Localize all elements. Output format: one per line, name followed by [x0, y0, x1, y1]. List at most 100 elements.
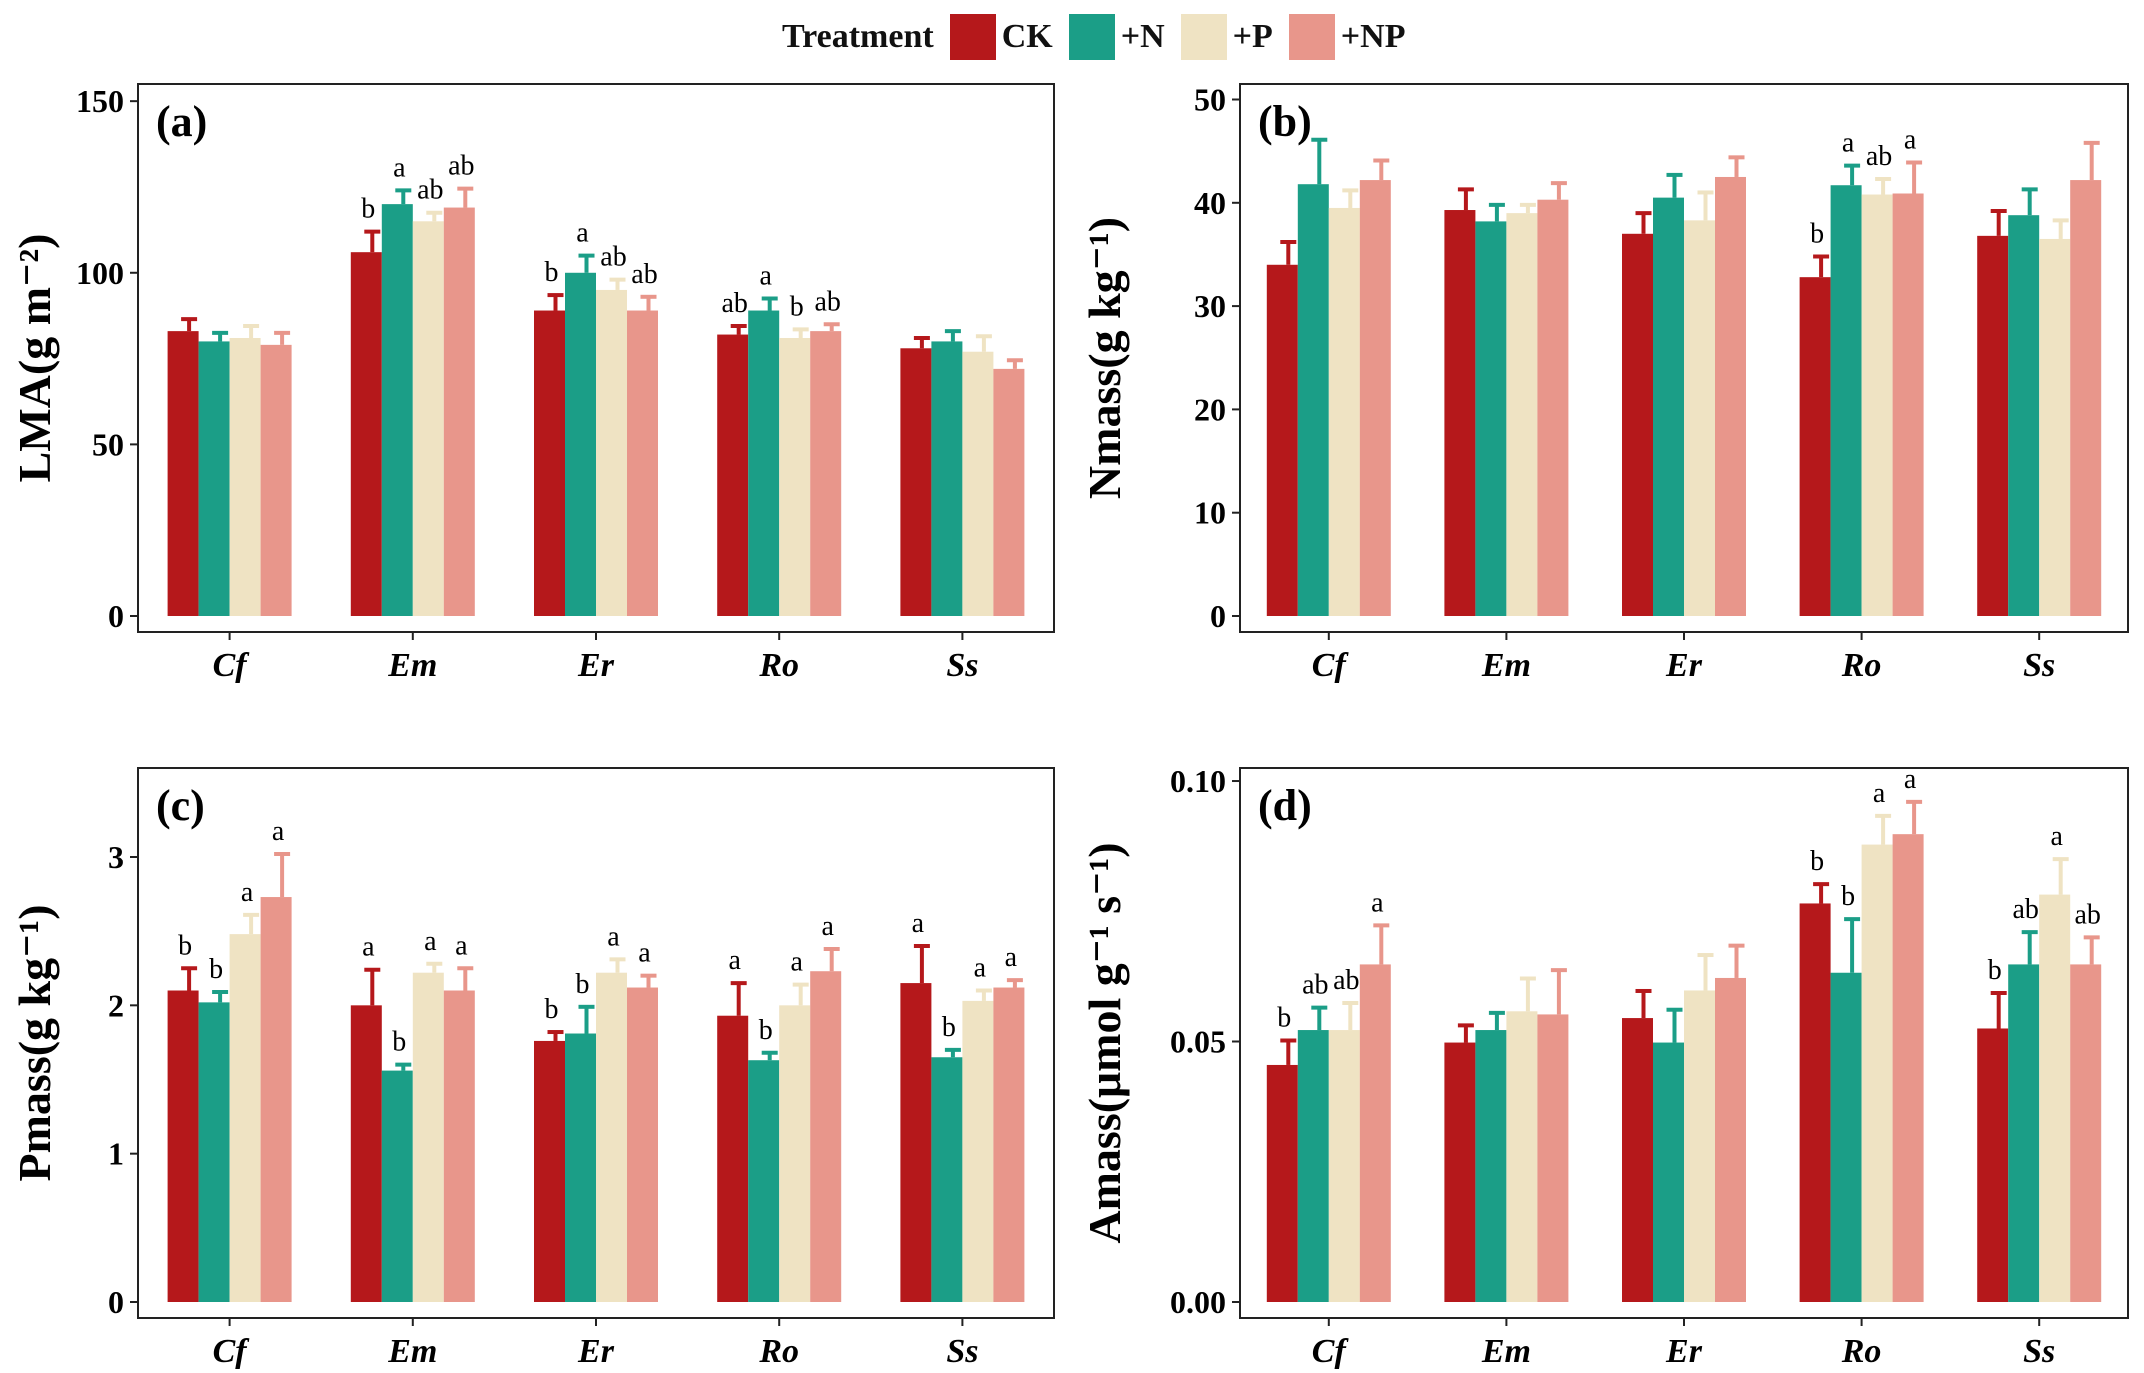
significance-letter: a: [607, 921, 620, 952]
bar: [1444, 1042, 1476, 1302]
significance-letter: b: [790, 291, 804, 322]
panel-label: (d): [1258, 781, 1312, 830]
x-tick-label: Em: [387, 1333, 437, 1370]
bar: [198, 341, 230, 616]
x-tick-label: Ro: [758, 647, 799, 684]
significance-letter: b: [545, 994, 559, 1025]
significance-letter: a: [1005, 942, 1018, 973]
significance-letter: ab: [2074, 899, 2100, 930]
bar: [534, 310, 565, 616]
legend-label-np: +NP: [1340, 18, 1406, 55]
bar: [596, 972, 627, 1302]
legend-swatch-p: [1180, 14, 1227, 60]
bar: [1799, 277, 1831, 616]
significance-letter: ab: [631, 259, 657, 290]
bar: [229, 934, 261, 1302]
significance-letter: b: [178, 930, 192, 961]
legend-item-ck: CK: [949, 14, 1053, 60]
bar: [993, 987, 1025, 1302]
bar: [1715, 176, 1746, 616]
significance-letter: ab: [448, 151, 474, 182]
legend-item-np: +NP: [1288, 14, 1406, 60]
bar: [1977, 235, 2009, 617]
bar: [412, 221, 444, 616]
bar: [748, 1060, 780, 1302]
x-tick-label: Em: [1481, 647, 1531, 684]
y-tick-label: 3: [108, 839, 124, 875]
bar: [993, 368, 1025, 616]
legend-item-n: +N: [1068, 14, 1165, 60]
bar: [900, 348, 932, 616]
y-tick-label: 30: [1194, 288, 1226, 324]
y-tick-label: 50: [92, 426, 124, 462]
significance-letter: a: [241, 877, 254, 908]
bar: [167, 990, 199, 1302]
bar: [1297, 1030, 1329, 1302]
bar: [596, 289, 627, 616]
panel-label: (c): [156, 781, 205, 830]
significance-letter: a: [362, 932, 375, 963]
y-tick-label: 150: [76, 83, 124, 119]
bar: [443, 207, 475, 617]
x-tick-label: Er: [577, 647, 615, 684]
bar: [1653, 1042, 1684, 1302]
bar: [931, 1057, 963, 1302]
bar: [1297, 184, 1329, 616]
y-tick-label: 0: [108, 598, 124, 634]
significance-letter: a: [912, 908, 925, 939]
legend-title: Treatment: [782, 18, 934, 55]
significance-letter: b: [1810, 846, 1824, 877]
x-tick-label: Cf: [213, 647, 251, 684]
legend-row: Treatment CK +N +P +NP: [782, 14, 1422, 60]
bar: [627, 310, 658, 616]
x-tick-label: Cf: [1312, 1333, 1350, 1370]
significance-letter: a: [821, 911, 834, 942]
y-tick-label: 0.10: [1170, 763, 1226, 799]
legend-label-p: +P: [1232, 18, 1273, 55]
bar: [1892, 834, 1924, 1302]
significance-letter: ab: [417, 175, 443, 206]
legend: Treatment CK +N +P +NP: [0, 0, 2144, 70]
significance-letter: b: [759, 1015, 773, 1046]
y-tick-label: 0: [108, 1284, 124, 1320]
legend-swatch-ck: [949, 14, 996, 60]
x-tick-label: Er: [1665, 1333, 1703, 1370]
significance-letter: ab: [1333, 965, 1359, 996]
bar: [412, 972, 444, 1302]
bar: [1830, 185, 1862, 616]
y-tick-label: 1: [108, 1136, 124, 1172]
significance-letter: a: [424, 926, 437, 957]
bar: [229, 337, 261, 616]
panel-label: (b): [1258, 97, 1312, 146]
significance-letter: a: [1371, 887, 1384, 918]
significance-letter: a: [2050, 821, 2063, 852]
bar: [962, 351, 994, 616]
bar: [1622, 1018, 1653, 1302]
significance-letter: a: [455, 930, 468, 961]
significance-letter: ab: [1302, 970, 1328, 1001]
significance-letter: ab: [2012, 894, 2038, 925]
x-tick-label: Em: [387, 647, 437, 684]
y-tick-label: 50: [1194, 81, 1226, 117]
bar: [2039, 238, 2071, 616]
x-tick-label: Ss: [946, 1333, 978, 1370]
significance-letter: b: [361, 194, 375, 225]
bar: [565, 272, 596, 616]
legend-item-p: +P: [1180, 14, 1273, 60]
bar: [198, 1002, 230, 1302]
x-tick-label: Ss: [2023, 1333, 2055, 1370]
significance-letter: a: [728, 945, 741, 976]
bar: [1328, 207, 1360, 616]
bar: [2039, 894, 2071, 1302]
bar: [260, 897, 292, 1302]
bar: [1359, 180, 1391, 617]
bar: [565, 1033, 596, 1302]
bar: [1653, 197, 1684, 616]
significance-letter: ab: [814, 286, 840, 317]
x-tick-label: Ss: [946, 647, 978, 684]
y-tick-label: 10: [1194, 495, 1226, 531]
bar: [1537, 1014, 1569, 1302]
x-tick-label: Er: [1665, 647, 1703, 684]
panel-label: (a): [156, 97, 207, 146]
significance-letter: ab: [1866, 141, 1892, 172]
